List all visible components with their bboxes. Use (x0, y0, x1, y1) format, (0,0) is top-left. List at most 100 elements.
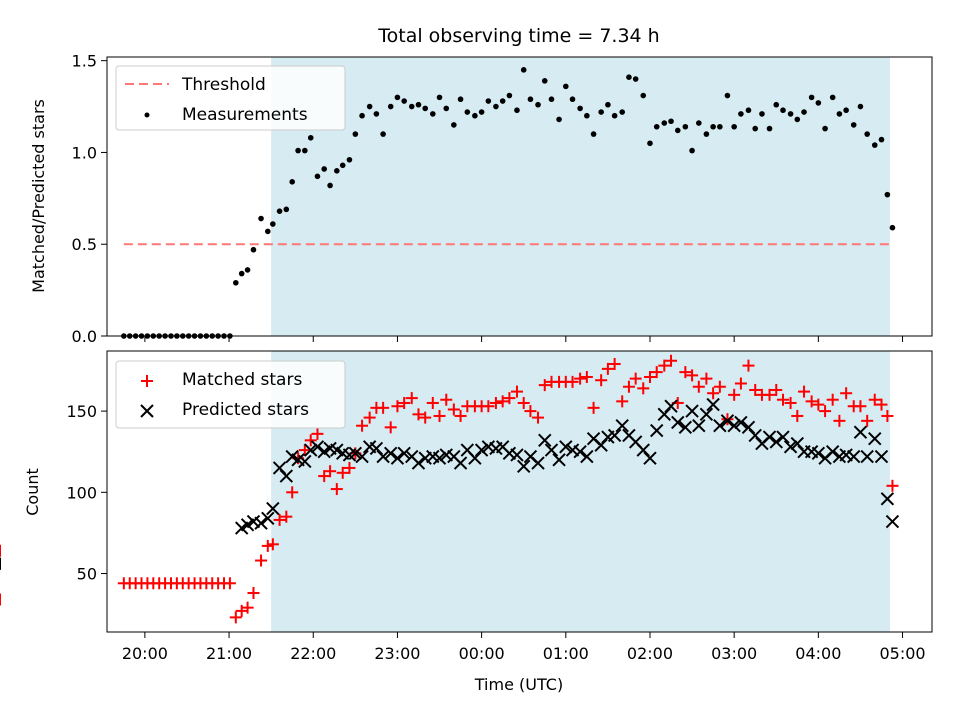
measurement-point (808, 94, 815, 101)
measurement-point (485, 98, 492, 104)
measurement-point (843, 107, 849, 114)
top-axes-frame (106, 56, 933, 337)
measurement-point (373, 111, 380, 117)
predicted-star-point (383, 446, 398, 461)
y-tick-label: 100 (66, 483, 97, 502)
measurement-point (815, 100, 822, 106)
predicted-star-point (885, 514, 900, 529)
predicted-star-point (727, 419, 741, 433)
matched-star-point (255, 554, 268, 567)
predicted-star-point (664, 399, 678, 413)
x-tick-label: 20:00 (122, 644, 168, 663)
predicted-star-point (868, 432, 882, 446)
matched-star-point (412, 408, 425, 421)
predicted-star-points (0, 397, 900, 570)
measurement-point (457, 96, 464, 103)
measurement-point (871, 142, 878, 148)
predicted-star-point (411, 456, 426, 470)
matched-star-point (601, 362, 614, 375)
measurement-point (506, 92, 513, 99)
measurement-point (752, 125, 759, 132)
matched-star-point (854, 400, 867, 413)
predicted-star-point (762, 430, 777, 444)
matched-star-point (587, 401, 600, 414)
matched-star-point (384, 421, 397, 434)
measurement-point (264, 228, 271, 235)
x-tick-label: 05:00 (879, 644, 925, 663)
measurement-point (878, 136, 885, 143)
predicted-star-point (544, 443, 559, 457)
matched-star-point (286, 486, 299, 499)
measurement-point (822, 125, 828, 132)
matched-star-point (566, 375, 579, 388)
matched-star-point (819, 405, 832, 418)
matched-star-point (700, 372, 713, 385)
measurement-point (626, 74, 632, 80)
y-tick-label: 0.0 (72, 327, 97, 346)
measurement-point (366, 103, 373, 110)
matched-star-point (637, 382, 650, 395)
predicted-star-point (266, 501, 280, 516)
matched-star-point (692, 380, 705, 393)
measurement-point (321, 166, 327, 172)
matched-star-point (580, 370, 593, 383)
predicted-star-point (390, 451, 405, 465)
matched-star-point (861, 414, 874, 427)
measurement-point (590, 131, 597, 137)
measurement-point (864, 131, 870, 137)
measurement-point (380, 131, 386, 137)
y-tick-label: 1.5 (72, 52, 97, 71)
x-tick-label: 21:00 (206, 644, 252, 663)
x-tick-label: 23:00 (374, 644, 420, 663)
measurement-point (689, 147, 695, 154)
measurement-point (270, 221, 276, 227)
matched-star-point (679, 366, 692, 379)
measurement-point (661, 120, 668, 126)
x-tick-label: 03:00 (711, 644, 757, 663)
matched-star-point (311, 427, 324, 440)
measurement-point (857, 103, 864, 110)
measurement-point (584, 112, 590, 119)
matched-star-point (833, 414, 846, 427)
top-observing-span (271, 57, 890, 336)
predicted-star-point (706, 397, 720, 412)
y-tick-label: 150 (66, 402, 97, 421)
measurement-point (724, 92, 731, 99)
matched-star-point (742, 359, 755, 372)
legend-measurements-label: Measurements (182, 105, 308, 125)
measurement-point (889, 224, 896, 231)
measurement-point (759, 111, 765, 117)
matched-star-point (324, 465, 337, 478)
predicted-star-point (397, 446, 411, 461)
matched-star-point (336, 466, 349, 479)
measurement-point (674, 127, 681, 134)
predicted-star-point (552, 453, 566, 467)
matched-star-point (330, 483, 343, 496)
matched-star-point (273, 513, 286, 526)
measurement-point (346, 156, 353, 163)
matched-star-point (763, 388, 776, 401)
matched-star-point (728, 388, 741, 401)
measurement-point (801, 109, 807, 115)
predicted-star-point (432, 451, 447, 465)
measurement-point (394, 94, 401, 101)
predicted-star-point (254, 516, 268, 530)
bottom-y-ticks: 50 100 150 (66, 402, 107, 584)
measurement-point (787, 111, 794, 117)
predicted-star-point (874, 449, 889, 464)
matched-star-point (482, 400, 495, 413)
predicted-star-point (453, 456, 468, 470)
measurement-point (731, 123, 737, 130)
measurement-point (258, 215, 264, 222)
matched-star-point (247, 587, 260, 600)
matched-star-point (658, 359, 671, 372)
predicted-star-point (811, 446, 826, 461)
matched-star-point (622, 380, 635, 393)
matched-star-point (363, 411, 376, 424)
measurement-point (556, 116, 562, 123)
matched-star-point (770, 383, 783, 396)
predicted-star-point (261, 511, 275, 526)
measurement-point (829, 94, 836, 101)
predicted-star-point (880, 492, 895, 506)
measurement-point (327, 182, 333, 189)
